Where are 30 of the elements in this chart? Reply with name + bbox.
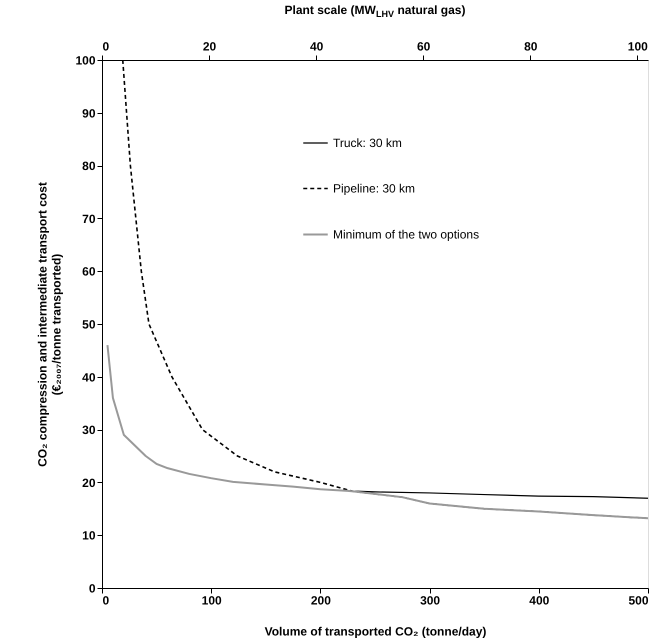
x2-tick-label: 100 (628, 40, 648, 54)
x-tick-label: 300 (420, 594, 440, 608)
text: (€₂₀₀₇/tonne transported) (49, 254, 64, 396)
x-tick-label: 100 (202, 594, 222, 608)
y-tick-label: 60 (82, 264, 96, 279)
x2-tick-label: 80 (524, 40, 538, 54)
y-tick-label: 20 (82, 476, 96, 490)
x2-tick-label: 60 (416, 40, 431, 54)
x-tick-label: 500 (628, 594, 649, 608)
x2-tick-label: 0 (102, 40, 110, 54)
y-tick-label: 40 (82, 370, 96, 384)
x-tick-label: 200 (310, 594, 332, 608)
x2-tick-label: 20 (202, 40, 217, 54)
y-tick-label: 80 (82, 159, 96, 174)
y-tick-label: 0 (88, 582, 96, 596)
y-tick-label: 100 (75, 54, 96, 68)
y-tick-label: 90 (82, 106, 96, 120)
x-axis-title: Volume of transported CO₂ (tonne/day) (264, 624, 486, 638)
y-tick-label: 70 (82, 212, 96, 226)
text: CO₂ compression and intermediate transport cost (35, 182, 50, 467)
legend-label: Pipeline: 30 km (333, 182, 416, 196)
x-tick-label: 400 (529, 594, 550, 608)
x2-tick-label: 40 (310, 40, 324, 54)
y-tick-label: 50 (82, 318, 96, 332)
y-tick-label: 30 (82, 423, 96, 438)
legend-label: Truck: 30 km (333, 136, 402, 150)
line-series (106, 344, 648, 520)
x-tick-label: 0 (102, 594, 110, 608)
y-tick-label: 10 (82, 528, 96, 543)
legend-label: Minimum of the two options (333, 228, 480, 242)
